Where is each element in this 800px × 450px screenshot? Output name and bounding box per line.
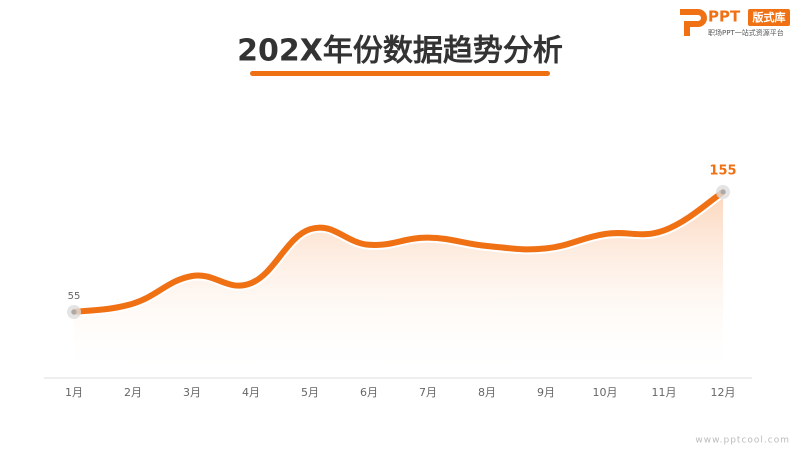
data-label: 55 — [68, 291, 81, 302]
x-tick-label: 3月 — [183, 386, 201, 399]
x-tick-label: 12月 — [711, 386, 736, 399]
logo-slogan: 职场PPT一站式资源平台 — [708, 28, 784, 37]
logo-tag: 版式库 — [753, 10, 786, 24]
line — [71, 189, 726, 315]
logo-brand: PPT — [708, 8, 741, 26]
watermark: www.pptcool.com — [695, 436, 790, 446]
x-tick-label: 8月 — [478, 386, 496, 399]
x-tick-label: 11月 — [652, 386, 677, 399]
logo-tag-bg — [748, 9, 790, 26]
area — [74, 192, 723, 378]
x-tick-label: 1月 — [65, 386, 83, 399]
title-underline — [250, 71, 550, 76]
x-tick-label: 9月 — [537, 386, 555, 399]
data-label: 155 — [709, 164, 736, 179]
chart-title: 202X年份数据趋势分析 — [237, 34, 563, 69]
logo-icon — [680, 9, 707, 36]
x-tick-label: 6月 — [360, 386, 378, 399]
x-tick-label: 2月 — [124, 386, 142, 399]
point — [71, 309, 77, 315]
x-tick-label: 10月 — [593, 386, 618, 399]
logo: PPT 版式库 职场PPT一站式资源平台 — [680, 8, 790, 37]
x-tick-label: 7月 — [419, 386, 437, 399]
point — [720, 189, 726, 195]
x-tick-label: 4月 — [242, 386, 260, 399]
x-tick-label: 5月 — [301, 386, 319, 399]
